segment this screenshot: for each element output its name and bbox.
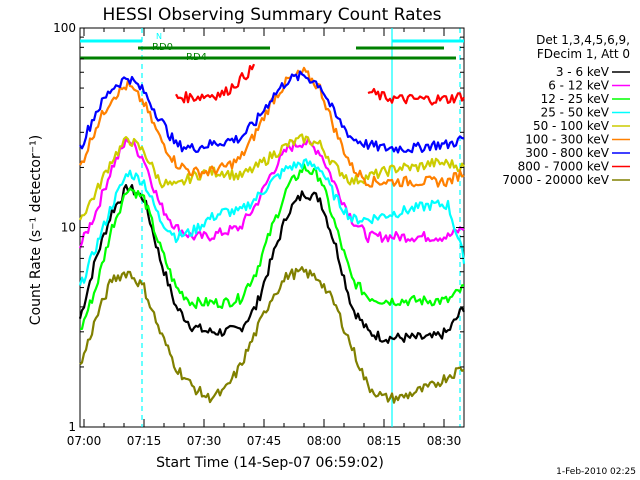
x-tick-label-0815: 08:15 — [367, 434, 402, 448]
annotation-n: N — [156, 32, 162, 41]
legend-label-50-100-kev: 50 - 100 keV — [533, 119, 610, 133]
annotation-rd0: RD0 — [152, 42, 173, 53]
x-tick-label-0830: 08:30 — [427, 434, 462, 448]
legend-header-2: FDecim 1, Att 0 — [537, 47, 630, 61]
chart-title: HESSI Observing Summary Count Rates — [102, 5, 441, 25]
series-line-12-25-kev — [80, 163, 465, 330]
legend: Det 1,3,4,5,6,9, FDecim 1, Att 0 3 - 6 k… — [502, 33, 630, 187]
x-tick-label-0800: 08:00 — [307, 434, 342, 448]
series-line-800-7000-kev-2 — [367, 87, 465, 106]
series-line-50-100-kev — [78, 133, 465, 221]
legend-label-25-50-kev: 25 - 50 keV — [541, 106, 610, 120]
legend-header-1: Det 1,3,4,5,6,9, — [536, 33, 630, 47]
series-line-300-800-kev — [79, 70, 465, 154]
legend-label-6-12-kev: 6 - 12 keV — [548, 79, 610, 93]
y-tick-label-10: 10 — [61, 221, 76, 235]
x-tick-label-0730: 07:30 — [187, 434, 222, 448]
y-tick-label-1: 1 — [68, 420, 76, 434]
timestamp: 1-Feb-2010 02:25 — [556, 467, 636, 477]
legend-label-800-7000-kev: 800 - 7000 keV — [518, 160, 610, 174]
x-axis: 07:00 07:15 07:30 07:45 08:00 08:15 08:30 — [67, 28, 465, 448]
series-line-800-7000-kev — [175, 63, 256, 104]
y-axis: 1 10 100 — [53, 21, 464, 434]
legend-label-12-25-kev: 12 - 25 keV — [541, 92, 610, 106]
x-tick-label-0745: 07:45 — [247, 434, 282, 448]
annotation-rd4: RD4 — [186, 52, 207, 63]
y-tick-label-100: 100 — [53, 21, 76, 35]
legend-label-7000-20000-kev: 7000 - 20000 keV — [502, 173, 609, 187]
series-line-25-50-kev — [78, 158, 466, 286]
legend-label-3-6-kev: 3 - 6 keV — [556, 65, 610, 79]
y-axis-label: Count Rate (s⁻¹ detector⁻¹) — [28, 135, 44, 325]
legend-label-300-800-kev: 300 - 800 keV — [525, 146, 609, 160]
x-tick-label-0700: 07:00 — [67, 434, 102, 448]
x-axis-label: Start Time (14-Sep-07 06:59:02) — [156, 455, 384, 471]
legend-label-100-300-kev: 100 - 300 keV — [525, 133, 609, 147]
series-line-6-12-kev — [78, 137, 465, 249]
series-line-7000-20000-kev — [79, 266, 465, 404]
x-tick-label-0715: 07:15 — [127, 434, 162, 448]
